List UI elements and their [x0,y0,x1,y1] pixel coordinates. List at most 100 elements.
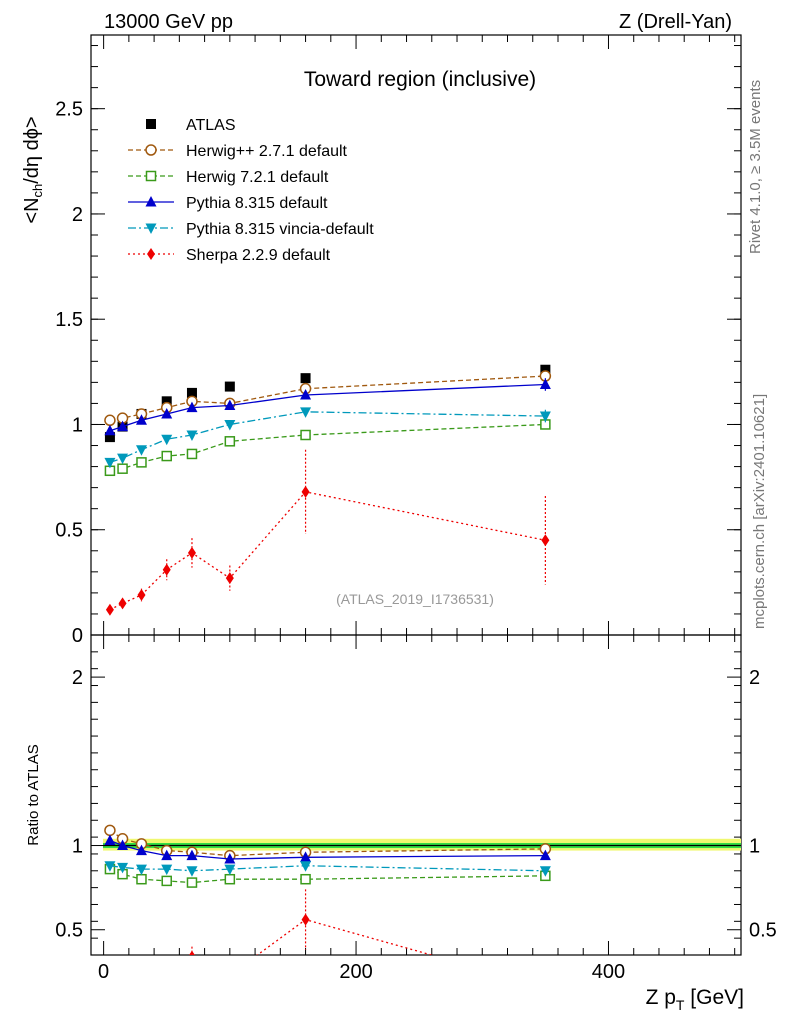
main-y-tick-label: 2.5 [55,99,83,121]
main-point-sherpa-2-2-9-default [137,589,146,601]
ratio-point-pythia-8-315-default [186,849,198,861]
ratio-point-pythia-8-315-vincia-default [300,861,312,872]
main-point-atlas [540,364,551,375]
ratio-plot-panel: 0.5 0.5 1 1 2 2 0 200 400 Ratio to ATLAS Z pT [G… [25,634,777,1013]
ratio-point-pythia-8-315-default [135,844,147,856]
legend-marker-sherpa-2-2-9-default [147,248,155,260]
ratio-point-pythia-8-315-vincia-default [117,862,129,874]
ratio-point-pythia-8-315-vincia-default [104,861,116,872]
legend-marker-pythia-8-315-default [145,196,157,207]
ratio-series-herwig-7-2-1-default [104,863,551,888]
legend-label-atlas: ATLAS [186,117,236,134]
main-point-pythia-8-315-default [161,407,173,419]
main-plot-panel: 0 0.5 1 1.5 2 2.5 Toward region (inclusive) (… [21,34,742,647]
main-point-herwig-2-7-1-default [104,414,116,427]
header-energy-label: 13000 GeV pp [104,11,233,33]
main-point-atlas [161,396,172,407]
main-line-sherpa-2-2-9-default [109,491,546,611]
main-point-pythia-8-315-default [117,420,129,432]
legend-entry-pythia-8-315-default: Pythia 8.315 default [128,195,328,212]
legend-label-pythia-8-315-vincia-default: Pythia 8.315 vincia-default [186,221,374,238]
main-series-pythia-8-315-default [104,378,551,436]
x-tick-label: 400 [592,961,625,983]
main-point-sherpa-2-2-9-default [301,485,310,498]
legend-marker-herwig-2-7-1-default [145,144,157,156]
main-point-sherpa-2-2-9-default [187,546,196,559]
ratio-point-sherpa-2-2-9-default [106,986,114,998]
main-point-pythia-8-315-vincia-default [104,457,116,469]
main-point-sherpa-2-2-9-default [541,534,550,547]
ratio-point-herwig-7-2-1-default [300,873,311,885]
ratio-point-sherpa-2-2-9-default [189,950,195,955]
mcplots-site-label: mcplots.cern.ch [arXiv:2401.10621] [751,394,768,629]
ratio-y-tick-label-right: 1 [749,836,760,858]
ratio-point-sherpa-2-2-9-default [226,969,234,981]
legend: ATLAS Herwig++ 2.7.1 default Herwig 7.2.1 … [128,117,374,264]
legend-label-pythia-8-315-default: Pythia 8.315 default [186,195,328,212]
main-point-pythia-8-315-default [300,389,312,400]
main-point-atlas [104,432,115,443]
ratio-series-pythia-8-315-default [104,834,551,864]
legend-entry-sherpa-2-2-9-default: Sherpa 2.2.9 default [128,247,331,264]
ratio-y-axis-label: Ratio to ATLAS [25,744,42,845]
ratio-y-tick-label: 2 [72,667,83,689]
x-tick-label: 0 [98,961,109,983]
main-point-herwig-7-2-1-default [161,450,172,462]
ratio-point-sherpa-2-2-9-default [119,983,127,995]
ratio-point-herwig-7-2-1-default [136,873,147,885]
main-y-tick-label: 0.5 [55,520,83,542]
legend-marker-herwig-7-2-1-default [145,170,157,182]
main-point-pythia-8-315-default [186,401,198,413]
ratio-series-pythia-8-315-vincia-default [104,861,551,877]
x-tick-label: 200 [339,961,372,983]
legend-entry-herwig-7-2-1-default: Herwig 7.2.1 default [128,169,329,186]
main-point-pythia-8-315-default [104,424,116,436]
legend-entry-atlas: ATLAS [146,117,236,134]
legend-marker-atlas [146,119,156,129]
ratio-plot-frame [90,634,742,956]
main-point-pythia-8-315-vincia-default [117,453,129,465]
main-y-tick-label: 0 [72,625,83,647]
ratio-line-herwig-7-2-1-default [109,868,546,884]
ratio-point-pythia-8-315-vincia-default [539,866,551,877]
main-point-pythia-8-315-vincia-default [135,445,147,456]
ratio-point-sherpa-2-2-9-default [541,981,549,993]
main-point-pythia-8-315-vincia-default [224,419,236,431]
main-point-atlas [300,373,311,384]
legend-label-herwig-2-7-1-default: Herwig++ 2.7.1 default [186,143,348,160]
ratio-point-pythia-8-315-vincia-default [224,864,236,876]
main-point-sherpa-2-2-9-default [105,603,114,616]
main-y-axis-label: <Nch/dη dϕ> [21,116,45,223]
ratio-point-herwig-7-2-1-default [224,873,236,885]
ratio-point-herwig-2-7-1-default [104,824,116,837]
main-point-herwig-7-2-1-default [117,463,128,474]
main-point-sherpa-2-2-9-default [118,597,127,610]
legend-entry-herwig-2-7-1-default: Herwig++ 2.7.1 default [128,143,348,160]
main-point-sherpa-2-2-9-default [225,572,234,585]
ratio-point-sherpa-2-2-9-default [301,913,310,926]
main-y-tick-label: 1 [72,414,83,436]
main-point-atlas [224,381,235,392]
header-process-label: Z (Drell-Yan) [619,11,732,33]
ratio-point-pythia-8-315-vincia-default [161,864,173,876]
x-axis-label: Z pT [GeV] [646,986,744,1013]
ratio-point-pythia-8-315-default [300,851,312,862]
main-point-pythia-8-315-vincia-default [300,407,312,418]
main-series-herwig-2-7-1-default [104,370,552,427]
ratio-line-pythia-8-315-vincia-default [109,865,546,872]
main-point-pythia-8-315-vincia-default [186,430,198,441]
ratio-y-tick-label-right: 0.5 [749,920,777,942]
main-series-pythia-8-315-vincia-default [104,407,551,469]
ratio-y-tick-label: 1 [72,836,83,858]
main-point-herwig-7-2-1-default [186,448,198,460]
main-plot-title: Toward region (inclusive) [304,68,536,91]
ratio-point-pythia-8-315-default [161,849,173,861]
main-point-pythia-8-315-default [135,414,147,425]
main-point-pythia-8-315-default [224,399,236,411]
legend-label-herwig-7-2-1-default: Herwig 7.2.1 default [186,169,329,186]
ratio-point-pythia-8-315-vincia-default [135,864,147,876]
main-point-sherpa-2-2-9-default [162,563,171,576]
ratio-point-pythia-8-315-default [104,834,116,845]
ratio-point-herwig-7-2-1-default [186,877,198,888]
ratio-point-pythia-8-315-vincia-default [186,866,198,877]
